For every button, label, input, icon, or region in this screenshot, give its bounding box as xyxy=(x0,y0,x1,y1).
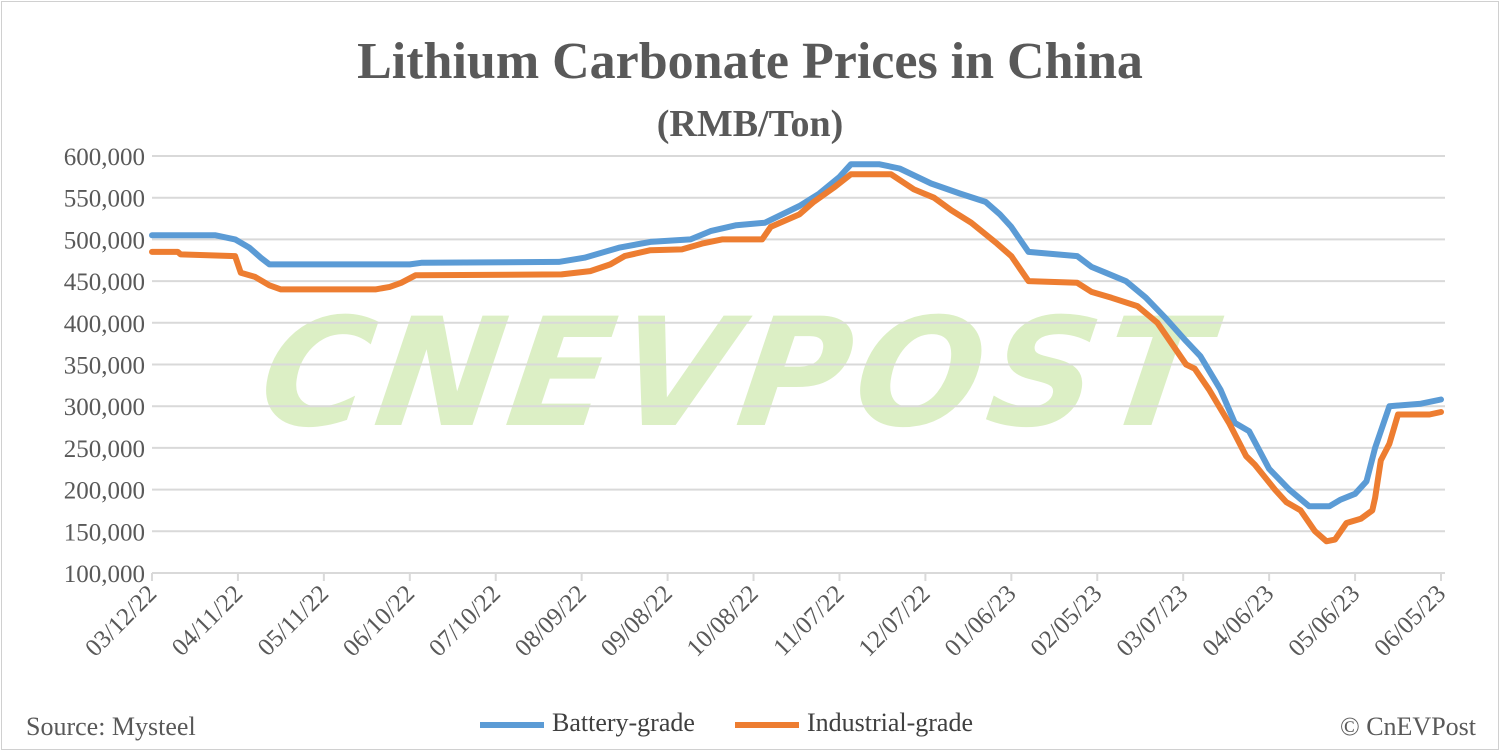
x-tick-label: 12/07/22 xyxy=(854,580,936,662)
x-tick-label: 01/06/23 xyxy=(940,580,1022,662)
series-line-industrial xyxy=(149,171,1444,545)
x-tick-label: 03/07/23 xyxy=(1111,580,1193,662)
x-tick-label: 04/11/22 xyxy=(167,580,248,661)
legend-item-industrial: Industrial-grade xyxy=(734,708,973,738)
y-tick-label: 550,000 xyxy=(64,186,145,213)
legend-item-battery: Battery-grade xyxy=(480,708,695,738)
y-tick-label: 300,000 xyxy=(64,394,145,421)
x-tick-label: 06/05/23 xyxy=(1369,580,1451,662)
legend-label: Industrial-grade xyxy=(806,708,973,737)
y-tick-label: 200,000 xyxy=(64,478,145,505)
chart-title: Lithium Carbonate Prices in China xyxy=(357,33,1143,90)
x-tick-label: 08/09/22 xyxy=(510,580,592,662)
legend-swatch xyxy=(734,722,799,729)
y-tick-label: 600,000 xyxy=(64,144,145,171)
x-tick-label: 04/06/23 xyxy=(1197,580,1279,662)
x-tick-label: 02/05/23 xyxy=(1026,580,1108,662)
x-tick-label: 05/11/22 xyxy=(253,580,334,661)
y-tick-label: 450,000 xyxy=(64,269,145,296)
x-tick-label: 06/10/22 xyxy=(338,580,420,662)
x-tick-label: 11/07/22 xyxy=(768,580,849,661)
x-tick-label: 03/12/22 xyxy=(80,580,162,662)
x-tick-label: 09/08/22 xyxy=(596,580,678,662)
y-tick-label: 350,000 xyxy=(64,353,145,380)
copyright-note: © CnEVPost xyxy=(1339,712,1476,741)
x-tick-label: 10/08/22 xyxy=(682,580,764,662)
legend-label: Battery-grade xyxy=(552,708,695,737)
y-tick-label: 250,000 xyxy=(64,436,145,463)
x-tick-label: 05/06/23 xyxy=(1283,580,1365,662)
y-tick-label: 150,000 xyxy=(64,519,145,546)
y-tick-label: 400,000 xyxy=(64,311,145,338)
y-tick-label: 500,000 xyxy=(64,227,145,254)
watermark: CNEVPOST xyxy=(250,286,1229,461)
chart-subtitle: (RMB/Ton) xyxy=(656,103,844,145)
x-tick-label: 07/10/22 xyxy=(424,580,506,662)
series-line-battery xyxy=(149,161,1444,510)
y-tick-label: 100,000 xyxy=(64,561,145,588)
legend-swatch xyxy=(480,722,544,729)
legend: Battery-grade Industrial-grade xyxy=(480,708,973,738)
source-note: Source: Mysteel xyxy=(26,712,196,741)
